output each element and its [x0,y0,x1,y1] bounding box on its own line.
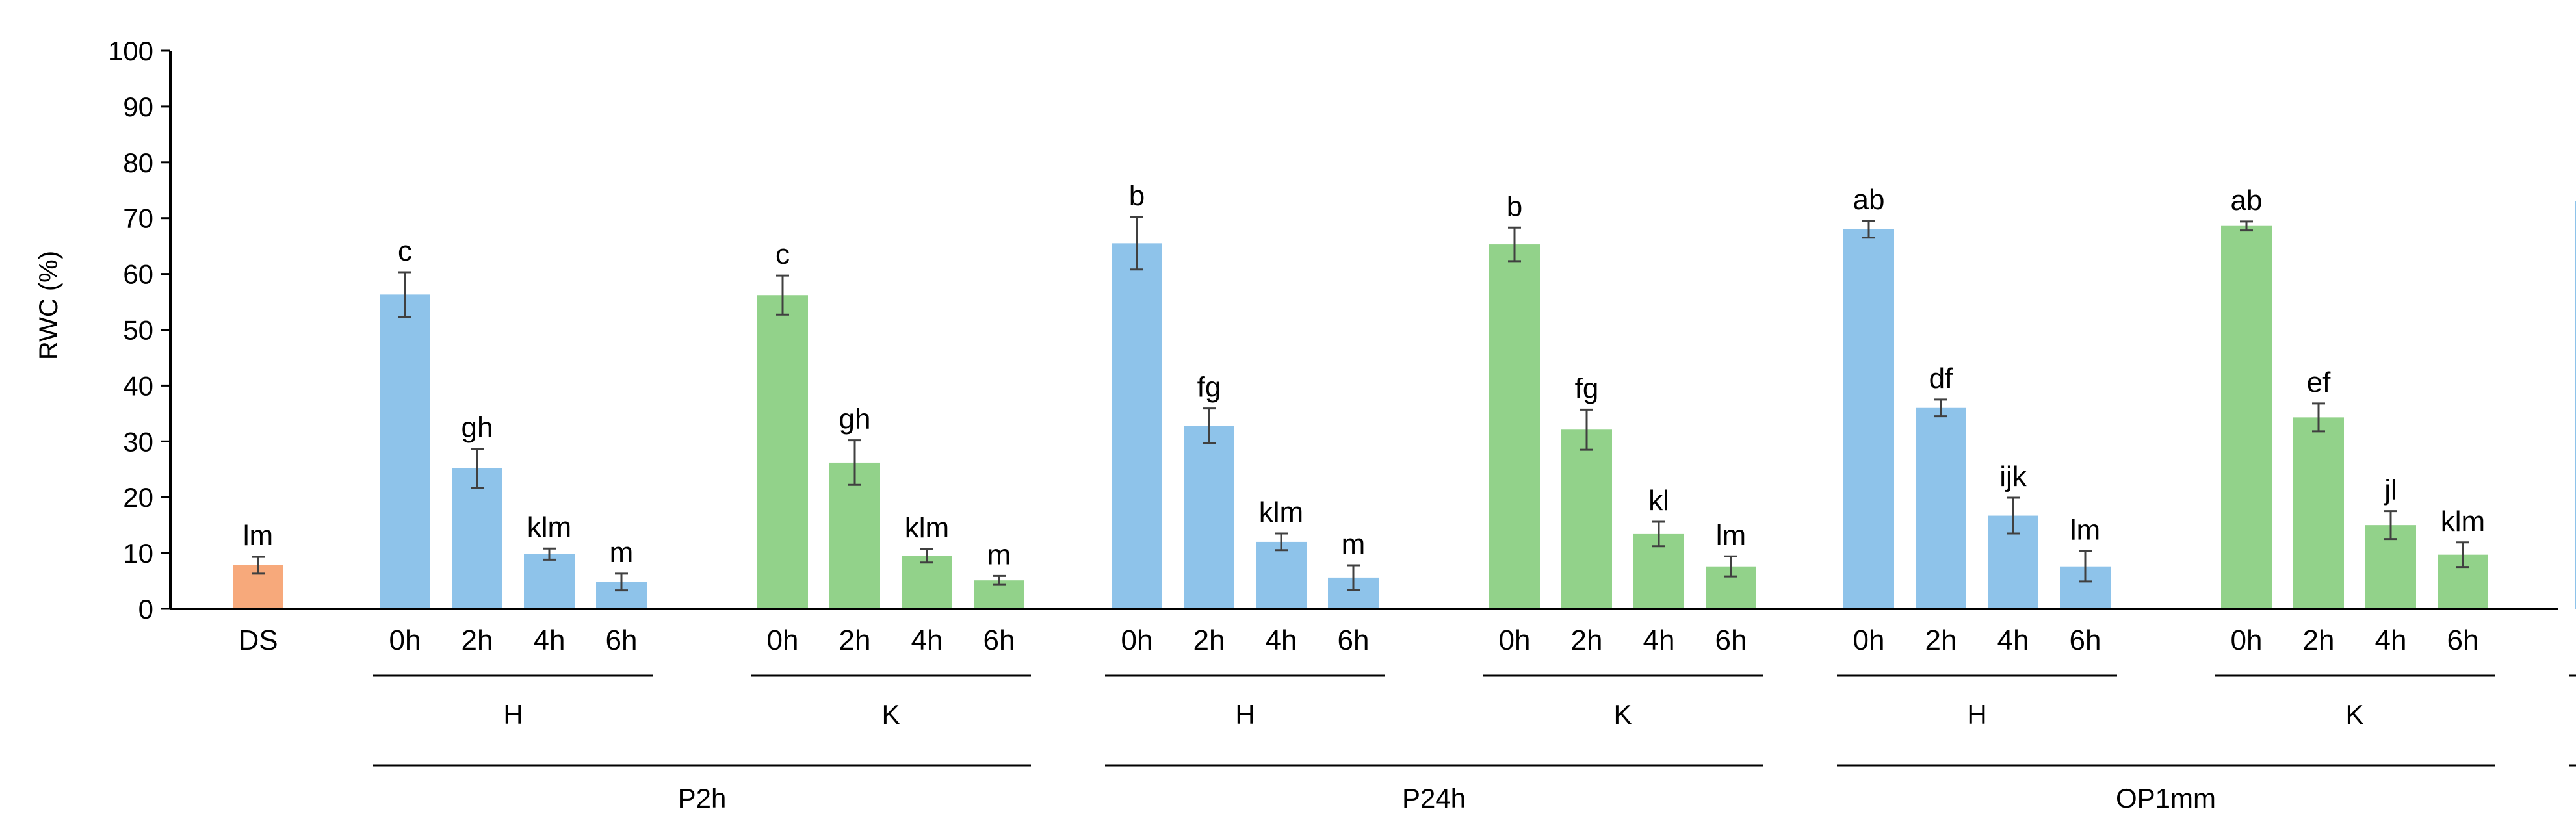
bar [757,295,808,609]
y-tick-label: 30 [123,426,153,457]
x-tick-label: 4h [1997,624,2029,656]
method-label: K [881,699,900,730]
bar [1843,229,1894,609]
bar [902,556,952,609]
x-tick-label: 4h [1643,624,1675,656]
x-tick-label: 0h [1121,624,1153,656]
y-tick-label: 20 [123,482,153,513]
x-tick-label: 0h [389,624,421,656]
x-tick-label: 4h [2375,624,2407,656]
method-label: H [1235,699,1255,730]
method-label: H [1967,699,1986,730]
significance-label: m [987,539,1011,570]
x-tick-label: DS [238,624,278,656]
x-tick-label: 6h [606,624,638,656]
significance-label: m [610,537,634,569]
significance-label: ijk [1999,461,2027,493]
x-tick-label: 4h [911,624,943,656]
y-tick-label: 70 [123,203,153,234]
significance-label: jl [2383,474,2397,506]
x-tick-label: 2h [2303,624,2335,656]
x-tick-label: 6h [1338,624,1370,656]
method-label: K [2345,699,2363,730]
treatment-label: P24h [1402,783,1466,814]
x-tick-label: 0h [1853,624,1885,656]
bar [829,462,880,609]
y-axis: 0 10 20 30 40 50 60 70 80 90 100 [108,36,172,624]
y-tick-label: 80 [123,147,153,178]
significance-label: fg [1197,372,1221,404]
bar [2293,417,2344,609]
method-label: H [503,699,523,730]
x-tick-label: 2h [839,624,871,656]
bars: lm c gh klm m c gh klm m b fg klm m b fg kl lm ab df ijk lm a… [233,180,2576,609]
significance-label: lm [1716,519,1746,551]
bar [1112,243,1162,609]
treatment-label: P2h [678,783,727,814]
y-tick-label: 40 [123,370,153,401]
significance-label: gh [462,411,493,443]
y-tick-label: 50 [123,315,153,346]
x-tick-label: 2h [1193,624,1225,656]
bar [1184,426,1234,609]
y-tick-label: 60 [123,259,153,290]
bar [1489,244,1540,609]
x-axis: DS 0h 2h 4h 6h 0h 2h 4h 6h 0h 2h 4h 6h 0h 2h 4h 6h 0h 2h 4h… [170,608,2558,656]
x-tick-label: 6h [2070,624,2101,656]
bar [1256,541,1307,609]
x-tick-label: 4h [534,624,566,656]
treatment-label: OP1mm [2116,783,2216,814]
y-tick-label: 0 [138,594,153,624]
significance-label: klm [905,512,949,544]
significance-label: klm [1259,496,1303,528]
x-tick-label: 0h [767,624,799,656]
bar [1561,429,1612,609]
significance-label: klm [527,511,571,543]
y-tick-label: 100 [108,36,153,66]
significance-label: kl [1648,485,1669,517]
significance-label: df [1929,363,1953,394]
x-tick-label: 2h [462,624,493,656]
significance-label: lm [243,520,273,552]
significance-label: klm [2441,506,2485,537]
significance-label: gh [839,404,871,435]
significance-label: ab [2231,185,2263,216]
x-tick-label: 4h [1266,624,1297,656]
x-tick-label: 6h [983,624,1015,656]
significance-label: c [398,235,412,267]
x-tick-label: 6h [1715,624,1747,656]
y-tick-label: 90 [123,92,153,122]
y-tick-label: 10 [123,538,153,569]
y-axis-title: RWC (%) [34,251,63,360]
x-tick-label: 2h [1925,624,1957,656]
significance-label: lm [2070,515,2100,546]
bar [452,468,502,609]
x-tick-label: 0h [1499,624,1531,656]
significance-label: b [1129,180,1145,212]
significance-label: ef [2307,366,2331,398]
significance-label: m [1342,528,1366,560]
significance-label: b [1507,190,1522,222]
bar [380,294,430,609]
x-tick-label: 2h [1571,624,1603,656]
group-brackets: HKHKHKHKP2hP24hOP1mmOP2mm [373,674,2576,814]
bar [2221,225,2272,609]
significance-label: ab [1853,184,1885,216]
x-tick-label: 6h [2447,624,2479,656]
bar [1916,407,1966,609]
bar [524,554,575,609]
significance-label: fg [1575,372,1599,404]
method-label: K [1613,699,1632,730]
significance-label: c [775,238,790,270]
x-tick-label: 0h [2231,624,2263,656]
